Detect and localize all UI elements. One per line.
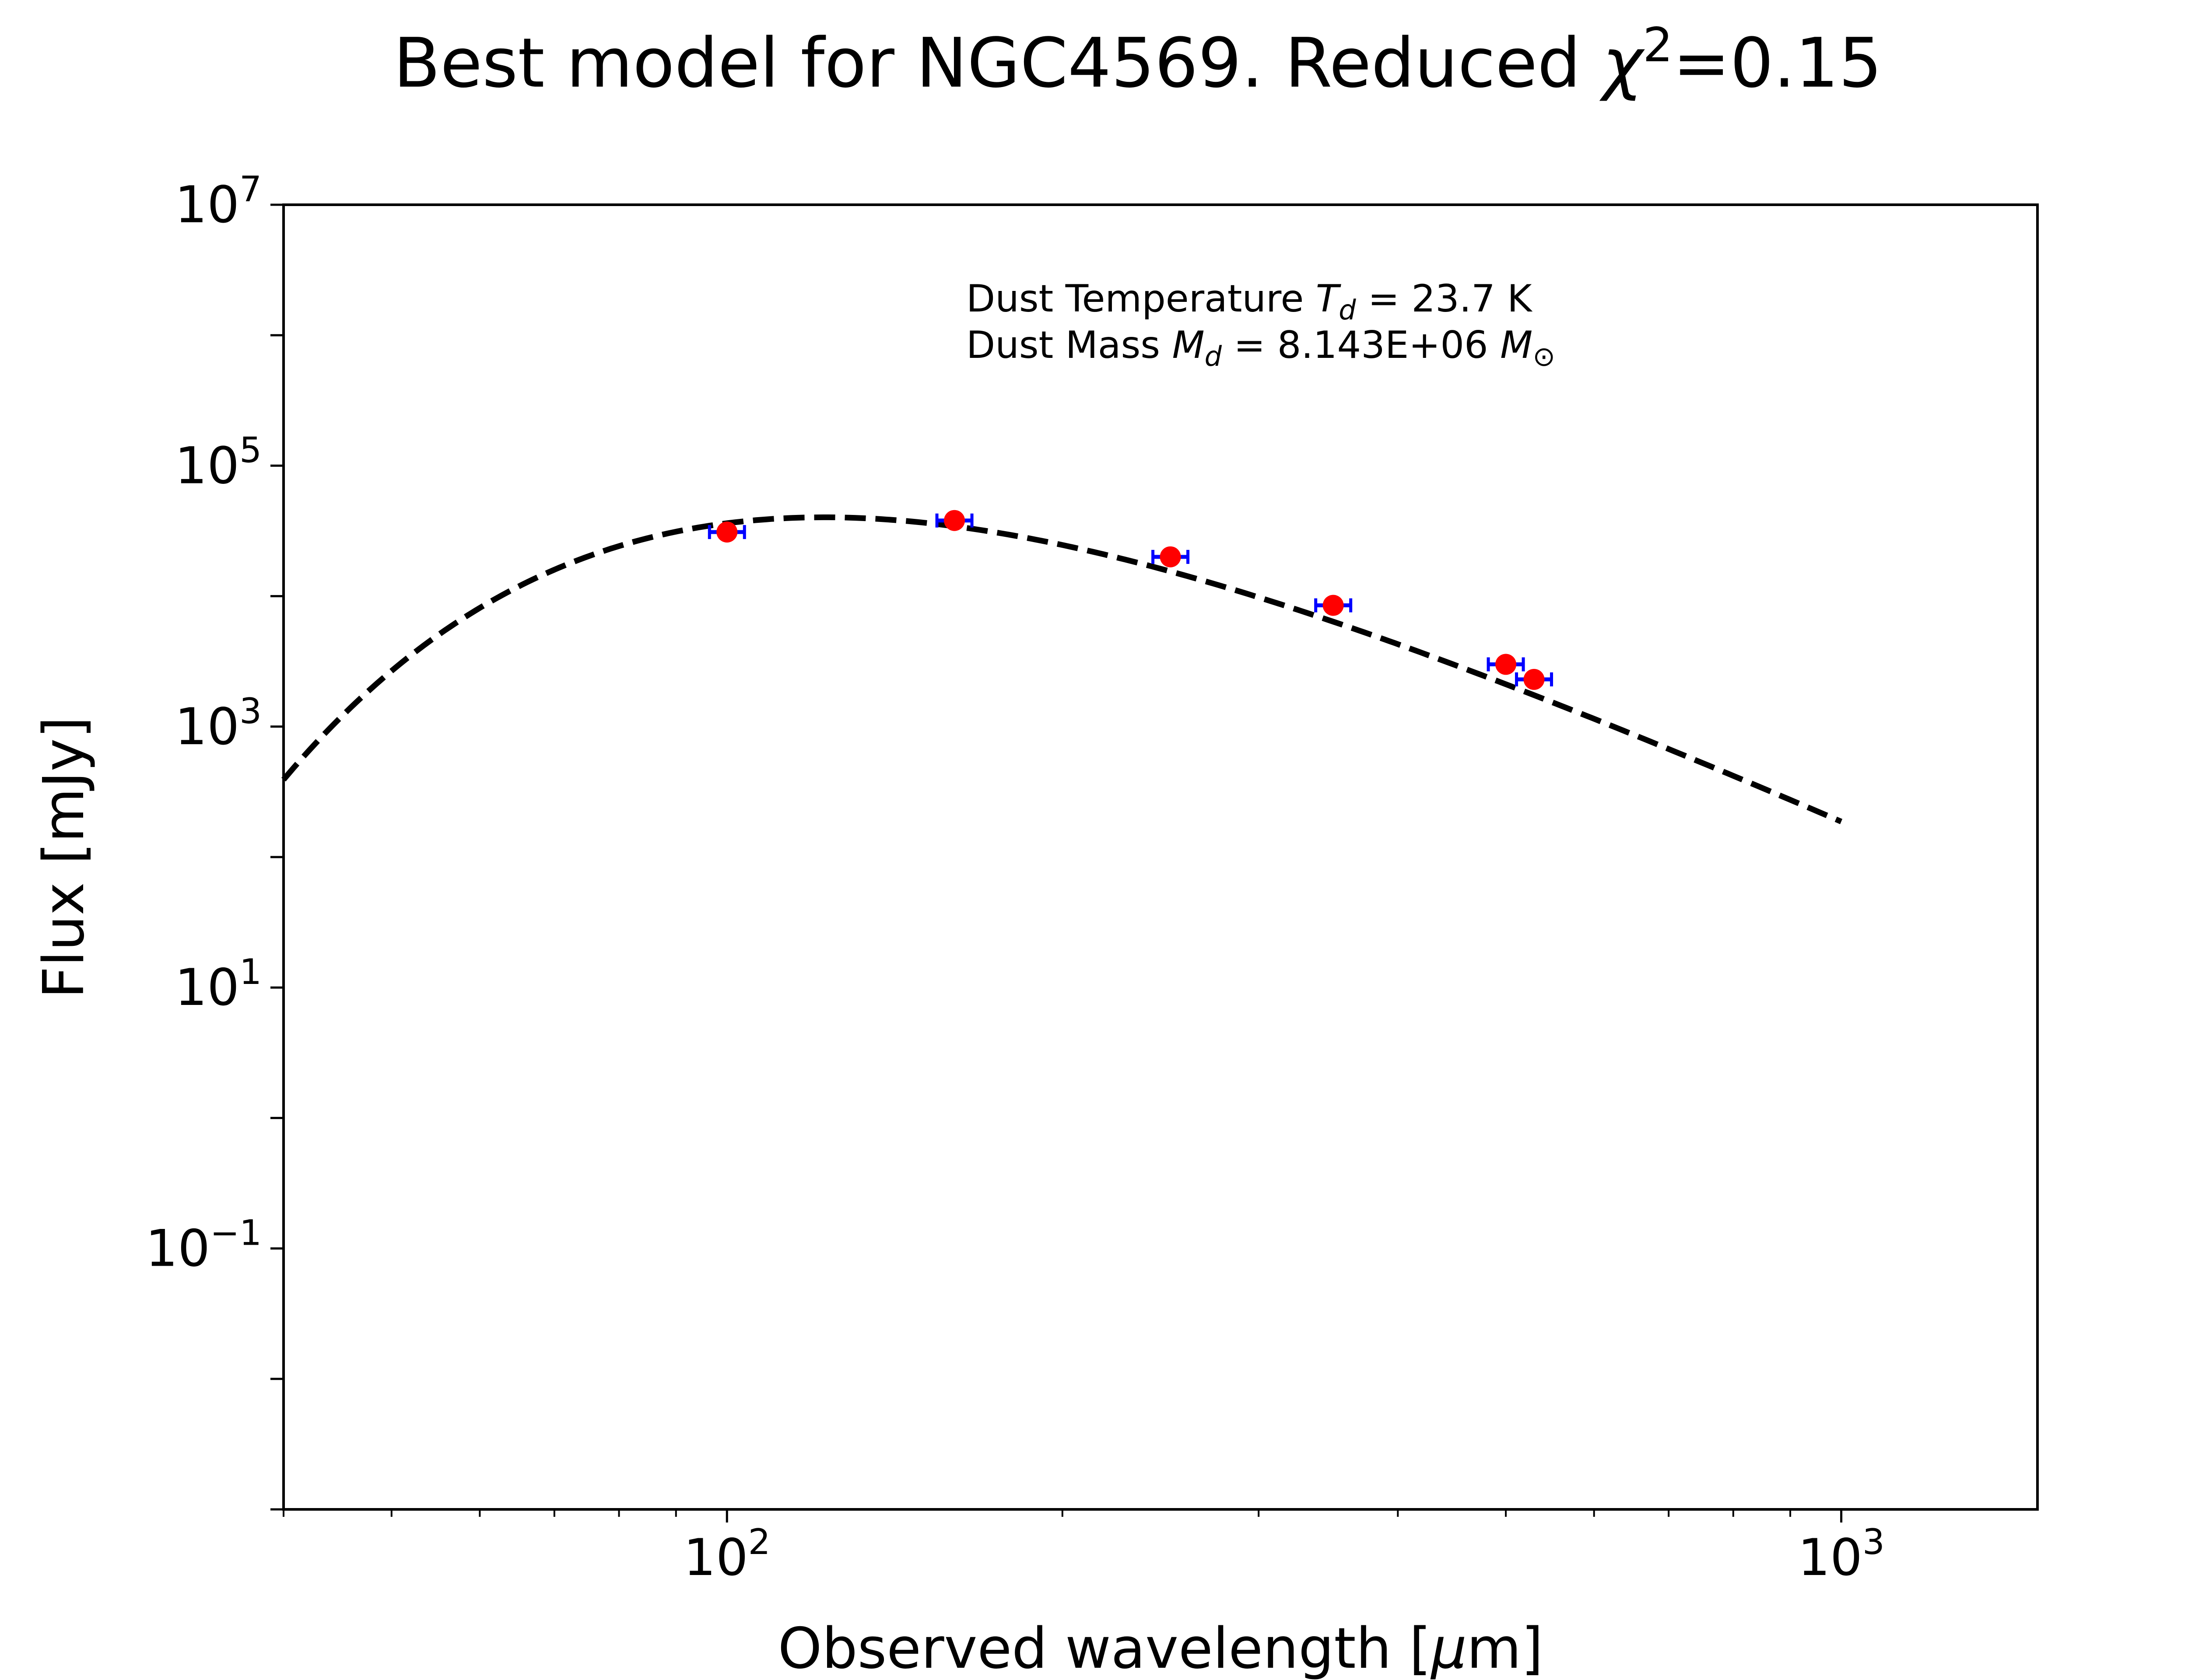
y-axis-ticks: 10−1 101 103 105 107 bbox=[145, 169, 284, 1511]
y-tick-label: 103 bbox=[175, 691, 262, 756]
data-point bbox=[1487, 654, 1525, 675]
data-marker bbox=[1495, 654, 1517, 675]
y-axis-label: Flux [mJy] bbox=[32, 717, 97, 999]
annotation-temperature: Dust Temperature Td = 23.7 K bbox=[966, 277, 1533, 326]
y-tick-label: 105 bbox=[175, 430, 262, 495]
data-marker bbox=[1322, 595, 1344, 616]
chart-title: Best model for NGC4569. Reduced χ2=0.15 bbox=[393, 18, 1882, 103]
data-marker bbox=[1160, 546, 1181, 567]
data-point bbox=[935, 510, 974, 531]
y-tick-label: 10−1 bbox=[145, 1213, 262, 1278]
x-tick-label: 103 bbox=[1798, 1522, 1885, 1587]
model-curve bbox=[281, 514, 1843, 824]
data-marker bbox=[716, 522, 738, 543]
data-point bbox=[1314, 595, 1353, 616]
x-tick-label: 102 bbox=[684, 1522, 771, 1587]
data-marker bbox=[1523, 668, 1545, 690]
data-point bbox=[1151, 546, 1190, 567]
data-marker bbox=[944, 510, 965, 531]
data-point bbox=[708, 522, 746, 543]
model-layer bbox=[281, 514, 1843, 824]
annotation-mass: Dust Mass Md = 8.143E+06 M⊙ bbox=[966, 323, 1555, 372]
annotation: Dust Temperature Td = 23.7 K Dust Mass M… bbox=[966, 277, 1555, 372]
x-axis-ticks: 102 103 bbox=[283, 1509, 1885, 1587]
data-point bbox=[1515, 668, 1553, 690]
y-tick-label: 101 bbox=[175, 952, 262, 1017]
data-points-layer bbox=[708, 510, 1553, 690]
x-axis-label: Observed wavelength [μm] bbox=[778, 1616, 1543, 1680]
y-tick-label: 107 bbox=[175, 169, 262, 234]
